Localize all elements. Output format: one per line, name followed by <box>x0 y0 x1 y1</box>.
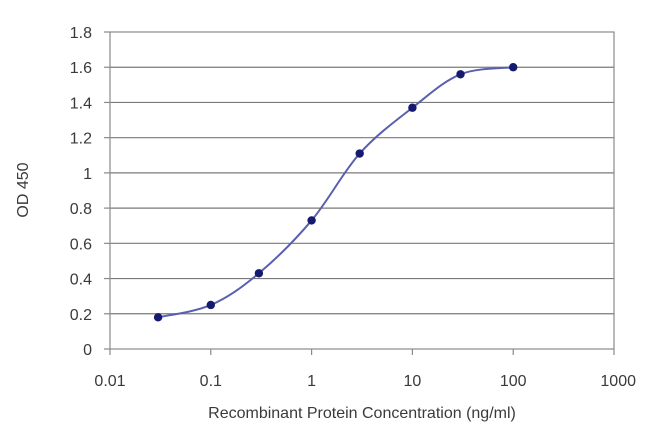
data-point <box>456 70 465 79</box>
y-tick-label: 0.6 <box>70 236 92 253</box>
x-tick-label: 0.01 <box>94 373 125 390</box>
y-tick-label: 0.8 <box>70 201 92 218</box>
x-tick-label: 0.1 <box>200 373 222 390</box>
y-tick-labels: 0 0.2 0.4 0.6 0.8 1 1.2 1.4 1.6 1.8 <box>70 25 92 359</box>
y-tick-label: 1.6 <box>70 60 92 77</box>
data-point <box>153 313 163 322</box>
x-tick-label: 10 <box>404 373 422 390</box>
data-point <box>509 63 518 72</box>
x-tick-labels: 0.01 0.1 1 10 100 1000 <box>94 373 636 390</box>
grid-lines <box>110 66 614 315</box>
data-point <box>307 216 316 225</box>
series-line <box>157 66 514 319</box>
x-tick-label: 100 <box>500 373 527 390</box>
y-tick-label: 1.4 <box>70 95 92 112</box>
x-tick-label: 1 <box>307 373 316 390</box>
x-axis-title: Recombinant Protein Concentration (ng/ml… <box>208 405 516 422</box>
data-point <box>206 300 215 310</box>
y-tick-label: 0 <box>83 342 92 359</box>
data-point <box>355 149 364 158</box>
plot-frame <box>104 31 615 355</box>
y-tick-label: 1.2 <box>70 131 92 148</box>
y-tick-label: 1.8 <box>70 25 92 42</box>
x-tick-label: 1000 <box>600 373 636 390</box>
y-tick-label: 1 <box>83 166 92 183</box>
y-tick-label: 0.2 <box>70 307 92 324</box>
data-point <box>254 269 264 278</box>
data-series <box>153 63 518 322</box>
y-axis-title: OD 450 <box>15 162 32 217</box>
data-point <box>408 103 417 112</box>
y-tick-label: 0.4 <box>70 272 92 289</box>
plot-area-border <box>109 31 615 350</box>
